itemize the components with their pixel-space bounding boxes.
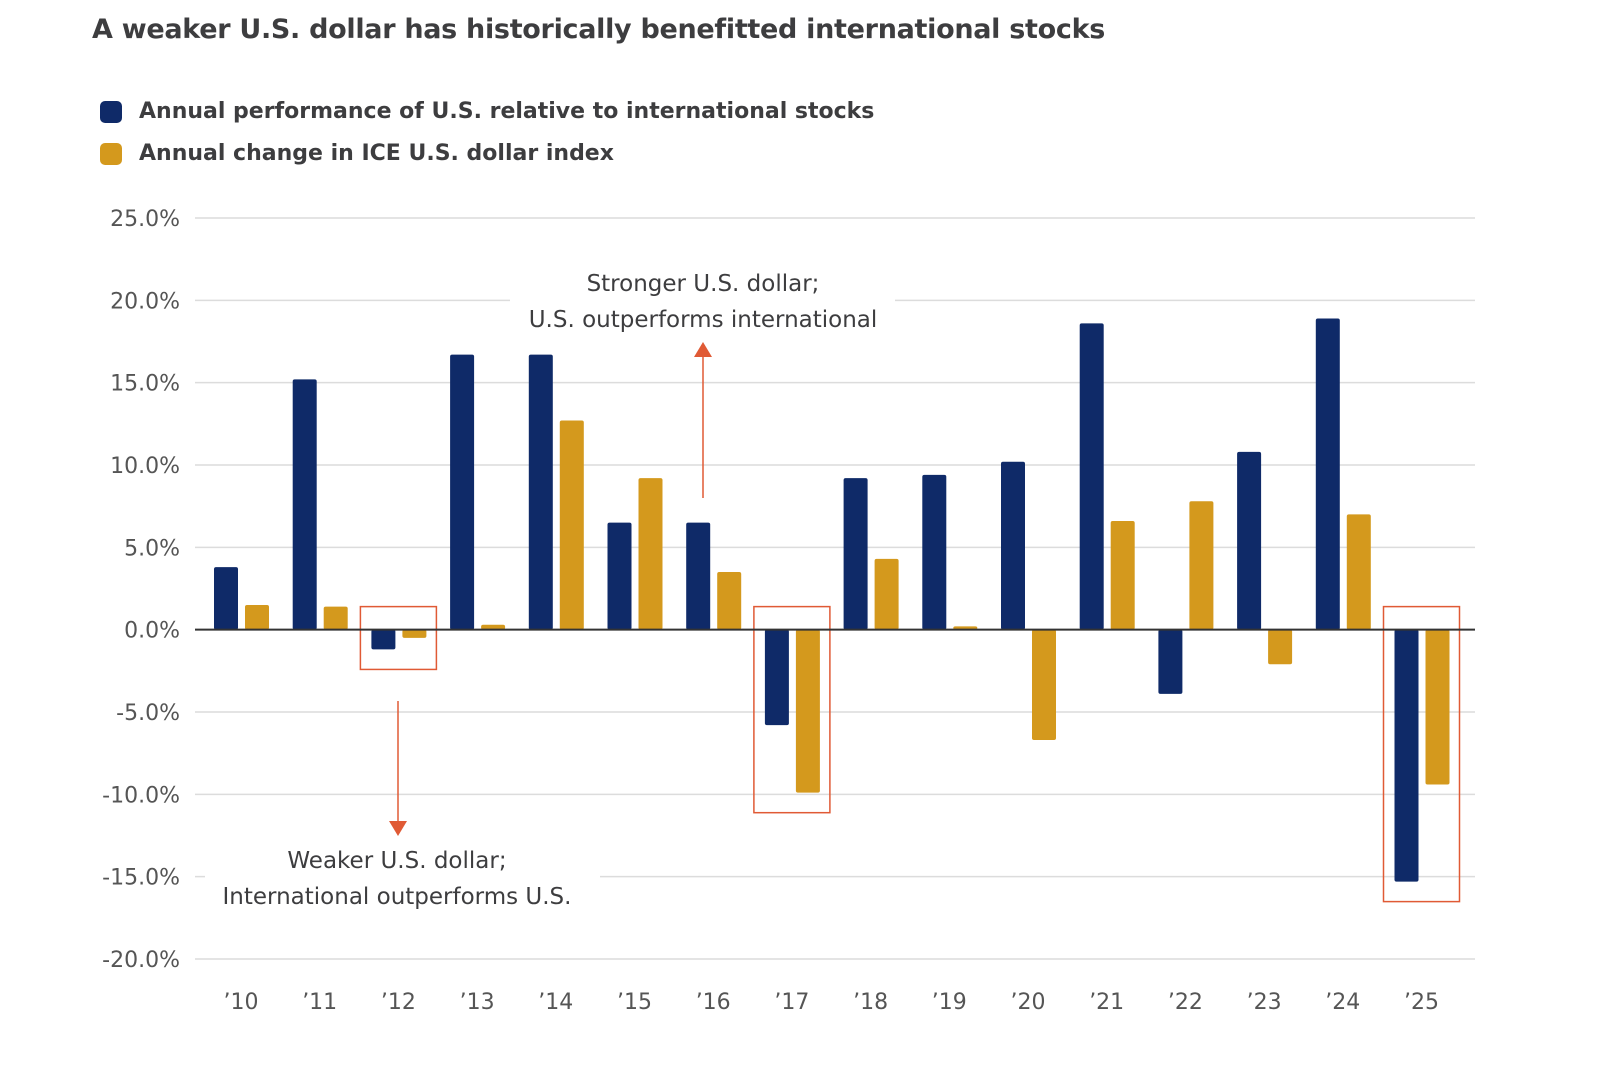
bar-dollar-index: [1346, 514, 1371, 630]
legend-item-dollar-index: Annual change in ICE U.S. dollar index: [100, 141, 614, 166]
bar-dollar-index: [245, 604, 269, 630]
bar-dollar-index: [481, 624, 506, 630]
annotation-up-line1: Stronger U.S. dollar;: [587, 271, 820, 297]
annotation-background: [205, 845, 600, 915]
bar-us-relative: [1237, 451, 1262, 630]
x-tick-label: ’19: [932, 990, 967, 1015]
bar-us-relative: [1158, 629, 1183, 694]
y-tick-label: 0.0%: [124, 619, 180, 644]
legend-swatch: [100, 100, 122, 123]
bar-us-relative: [607, 522, 632, 630]
annotation-background: [510, 270, 895, 340]
annotation-down-line1: Weaker U.S. dollar;: [287, 848, 506, 874]
bar-us-relative: [450, 354, 475, 630]
bar-us-relative: [1079, 323, 1104, 630]
highlight-box: [1382, 605, 1461, 903]
bar-us-relative: [764, 629, 789, 726]
highlight-box: [359, 605, 438, 671]
bar-dollar-index: [874, 558, 899, 630]
arrow-up-icon: [694, 342, 712, 357]
bar-dollar-index: [717, 572, 742, 630]
bar-dollar-index: [402, 629, 427, 638]
bar-dollar-index: [638, 478, 663, 630]
bar-dollar-index: [795, 629, 820, 793]
chart-title: A weaker U.S. dollar has historically be…: [92, 14, 1106, 45]
y-tick-label: 25.0%: [110, 207, 180, 232]
bar-us-relative: [843, 478, 868, 630]
x-tick-label: ’16: [696, 990, 731, 1015]
bar-us-relative: [371, 629, 396, 650]
bar-us-relative: [528, 354, 553, 630]
legend-swatch: [100, 142, 122, 165]
y-tick-label: 5.0%: [124, 536, 180, 561]
arrow-down-icon: [389, 821, 407, 836]
bar-dollar-index: [1268, 629, 1293, 665]
x-tick-label: ’21: [1089, 990, 1124, 1015]
x-tick-label: ’11: [302, 990, 337, 1015]
bar-dollar-index: [1189, 501, 1214, 630]
bar-us-relative: [214, 567, 238, 630]
highlight-box: [753, 605, 831, 814]
x-tick-label: ’25: [1404, 990, 1439, 1015]
legend-item-us-relative: Annual performance of U.S. relative to i…: [100, 99, 874, 124]
bar-dollar-index: [1110, 520, 1135, 630]
bar-us-relative: [922, 474, 947, 630]
x-tick-label: ’22: [1168, 990, 1203, 1015]
x-tick-label: ’15: [617, 990, 652, 1015]
legend-label: Annual change in ICE U.S. dollar index: [139, 141, 614, 166]
bar-dollar-index: [1425, 629, 1450, 785]
x-tick-label: ’18: [853, 990, 888, 1015]
bar-us-relative: [292, 379, 317, 630]
x-tick-label: ’13: [460, 990, 495, 1015]
bar-us-relative: [1394, 629, 1419, 882]
y-tick-label: 10.0%: [110, 454, 180, 479]
x-tick-label: ’14: [538, 990, 573, 1015]
bar-dollar-index: [559, 420, 584, 630]
bar-dollar-index: [323, 606, 348, 630]
y-tick-label: -20.0%: [102, 948, 180, 973]
x-tick-label: ’24: [1325, 990, 1360, 1015]
legend-label: Annual performance of U.S. relative to i…: [139, 99, 875, 124]
y-tick-label: 20.0%: [110, 289, 180, 314]
annotation-up-line2: U.S. outperforms international: [529, 307, 878, 333]
bar-us-relative: [1315, 318, 1340, 630]
x-tick-label: ’23: [1247, 990, 1282, 1015]
y-tick-label: -10.0%: [102, 783, 180, 808]
y-tick-label: -5.0%: [116, 701, 180, 726]
annotation-down-line2: International outperforms U.S.: [223, 884, 572, 910]
x-tick-label: ’10: [224, 990, 259, 1015]
x-tick-label: ’12: [381, 990, 416, 1015]
bar-dollar-index: [1032, 629, 1056, 740]
x-tick-label: ’20: [1011, 990, 1046, 1015]
bar-us-relative: [1001, 461, 1025, 630]
x-tick-label: ’17: [774, 990, 809, 1015]
bar-us-relative: [686, 522, 711, 630]
y-tick-label: -15.0%: [102, 866, 180, 891]
y-tick-label: 15.0%: [110, 372, 180, 397]
